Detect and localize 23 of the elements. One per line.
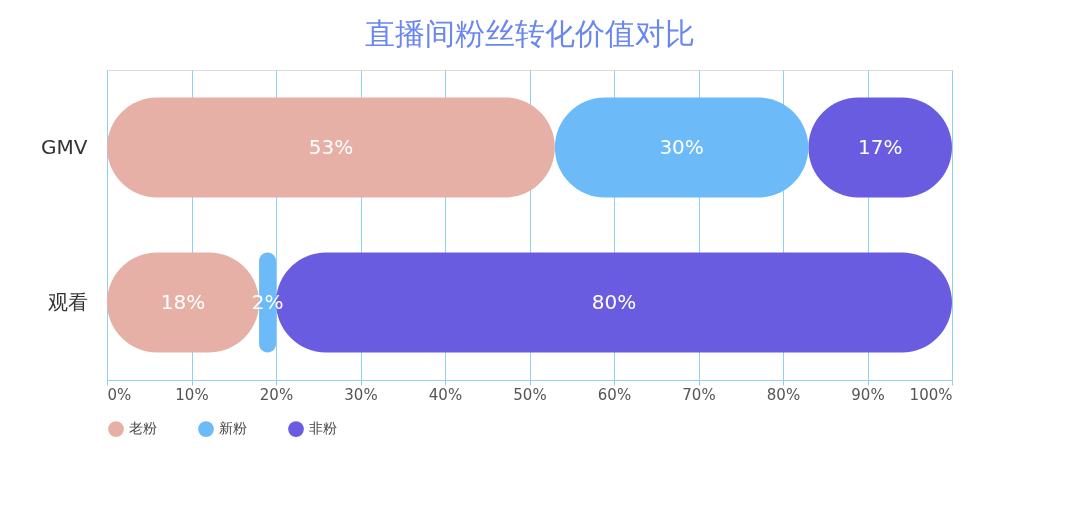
data-label: 30% [659, 134, 704, 159]
legend-label: 老粉 [129, 420, 157, 437]
x-tick-label: 70% [682, 385, 716, 404]
legend-label: 非粉 [309, 420, 337, 437]
chart-title: 直播间粉丝转化价值对比 [364, 16, 695, 51]
x-tick-label: 50% [513, 385, 547, 404]
data-label: 80% [591, 289, 637, 314]
data-label: 18% [160, 289, 206, 314]
x-tick-label: 40% [428, 385, 463, 404]
x-tick-label: 90% [851, 385, 885, 404]
x-tick-label: 60% [597, 385, 632, 404]
y-tick-label: GMV [41, 134, 88, 159]
y-tick-label: 观看 [47, 289, 88, 314]
data-label: 53% [308, 134, 354, 159]
x-tick-label: 80% [766, 385, 801, 404]
x-tick-label: 0% [107, 385, 132, 404]
x-tick-label: 30% [344, 385, 378, 404]
legend-label: 新粉 [219, 420, 247, 437]
x-tick-label: 100% [909, 385, 953, 404]
data-label: 17% [857, 134, 903, 159]
bar [107, 97, 555, 198]
x-tick-label: 20% [259, 385, 294, 404]
x-tick-label: 10% [175, 385, 209, 404]
